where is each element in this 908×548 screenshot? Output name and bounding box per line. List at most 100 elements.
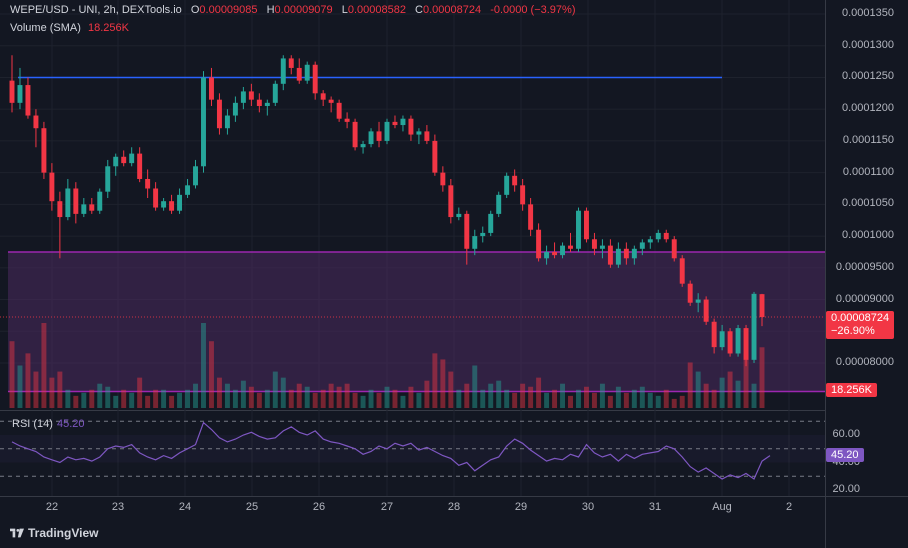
candle-body (392, 121, 398, 126)
volume-bar (193, 383, 198, 408)
volume-bar (607, 395, 613, 408)
volume-bar (73, 395, 79, 408)
candle-body (719, 331, 725, 348)
candle-body (9, 80, 15, 103)
volume-bar (408, 386, 414, 408)
candle-body (599, 245, 605, 249)
candle-body (137, 153, 143, 179)
volume-bar (687, 362, 693, 408)
time-axis-label: 23 (111, 501, 125, 513)
volume-bar (121, 389, 127, 408)
candle-body (201, 77, 206, 167)
candle-body (464, 213, 470, 249)
price-axis-label: 0.00008000 (835, 356, 894, 368)
volume-bar (384, 386, 390, 408)
volume-bar (89, 389, 95, 408)
time-axis-label: 28 (447, 501, 461, 513)
support-zone (8, 251, 825, 392)
volume-legend: Volume (SMA) 18.256K (10, 22, 129, 34)
volume-value: 18.256K (87, 22, 129, 34)
candle-body (208, 77, 214, 100)
close-value: 0.00008724 (423, 4, 482, 16)
candle-body (647, 239, 653, 243)
candle-body (703, 299, 709, 322)
volume-bar (639, 386, 645, 408)
candle-body (576, 210, 581, 249)
candle-body (17, 85, 23, 103)
volume-bar (480, 389, 486, 408)
volume-bar (655, 395, 661, 408)
volume-bar (248, 386, 254, 408)
price-axis-label: 0.0001150 (842, 133, 894, 146)
volume-bar (488, 383, 494, 408)
candle-body (41, 128, 47, 173)
candle-body (695, 299, 701, 303)
candle-body (416, 131, 422, 135)
candle-body (272, 83, 278, 103)
volume-bar (400, 395, 406, 408)
rsi-legend: RSI (14) 45.20 (12, 418, 85, 430)
time-axis-label: 29 (514, 501, 528, 513)
volume-bar (663, 389, 669, 408)
candle-body (216, 99, 222, 129)
volume-bar (536, 377, 542, 408)
price-axis-label: 0.0001200 (842, 102, 894, 115)
volume-bar (647, 392, 653, 408)
volume-bar (576, 389, 581, 408)
volume-bar (153, 389, 159, 408)
candle-body (512, 175, 518, 186)
candle-body (177, 194, 183, 211)
volume-bar (735, 380, 741, 408)
tradingview-logo[interactable]: TradingView (10, 526, 98, 540)
volume-bar (137, 377, 143, 408)
price-axis-label: 0.00009500 (835, 260, 894, 273)
volume-bar (448, 371, 454, 408)
time-axis-label: 26 (312, 501, 326, 513)
rsi-tag: 45.20 (826, 448, 864, 462)
volume-bar (528, 386, 534, 408)
high-key: H (266, 4, 275, 16)
rsi-axis-label: 60.00 (832, 428, 860, 440)
candle-body (663, 232, 669, 240)
candle-body (169, 201, 175, 211)
candle-body (360, 144, 366, 148)
volume-bar (208, 341, 214, 408)
volume-bar (240, 380, 246, 408)
candle-body (49, 172, 55, 202)
volume-bar (232, 389, 238, 408)
volume-bar (81, 392, 87, 408)
volume-bar (304, 386, 310, 408)
time-axis-label: Aug (712, 501, 732, 513)
time-axis-label: 24 (178, 501, 192, 513)
volume-bar (504, 389, 510, 408)
candle-body (735, 328, 741, 354)
candle-body (536, 229, 542, 259)
candle-body (81, 204, 87, 214)
volume-bar (424, 380, 430, 408)
candle-body (591, 239, 597, 249)
candle-body (232, 102, 238, 116)
candle-body (472, 236, 478, 249)
volume-bar (719, 377, 725, 408)
candle-body (520, 185, 526, 205)
volume-bar (49, 377, 55, 408)
candle-body (105, 166, 111, 192)
last-price-change: −26.90% (831, 325, 875, 337)
candle-body (615, 248, 621, 265)
volume-bar (392, 389, 398, 408)
volume-bar (352, 392, 358, 408)
rsi-line (11, 421, 771, 480)
candle-body (424, 131, 430, 141)
volume-bar (288, 389, 294, 408)
volume-bar (296, 383, 302, 408)
candle-body (480, 232, 486, 237)
volume-bar (177, 392, 183, 408)
volume-bar (679, 395, 685, 408)
volume-bar (272, 371, 278, 408)
volume-label: Volume (SMA) (10, 22, 81, 34)
volume-bar (360, 395, 366, 408)
volume-bar (671, 398, 677, 408)
volume-bar (161, 389, 167, 408)
candle-body (113, 156, 119, 167)
